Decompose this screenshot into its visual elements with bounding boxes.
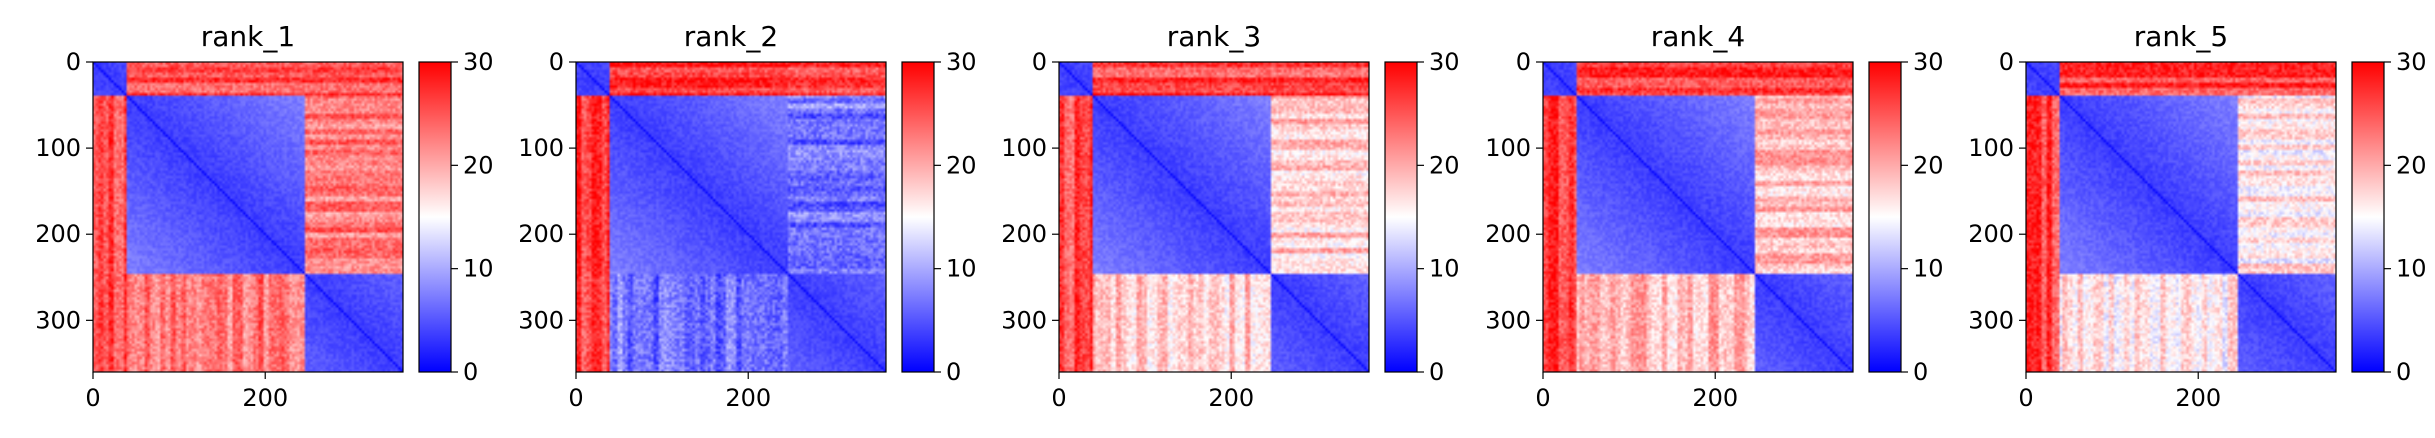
y-tick-label: 0	[66, 48, 81, 76]
colorbar-tick-label: 0	[1913, 358, 1928, 386]
y-tick-label: 200	[1485, 220, 1531, 248]
heatmap-matrix	[93, 62, 403, 372]
plot-frame	[2025, 61, 2337, 373]
colorbar-tick-label: 20	[946, 151, 977, 179]
heatmap-matrix	[1059, 62, 1369, 372]
colorbar	[2351, 61, 2385, 373]
colorbar-tick-label: 10	[463, 255, 494, 283]
x-tick-label: 0	[85, 384, 100, 412]
y-tick-label: 300	[1485, 306, 1531, 334]
y-tick-label: 100	[35, 134, 81, 162]
x-tick-label: 0	[1051, 384, 1066, 412]
panel-title: rank_3	[1167, 20, 1261, 53]
colorbar-tick-label: 10	[1913, 255, 1944, 283]
colorbar-tick-label: 30	[2396, 48, 2427, 76]
y-tick-label: 0	[1999, 48, 2014, 76]
y-tick-label: 100	[1001, 134, 1047, 162]
heatmap-panel-1: rank_1 0 100 200 300 0 200 0 10 20 30	[35, 20, 493, 412]
x-tick-label: 0	[568, 384, 583, 412]
plot-frame	[92, 61, 404, 373]
panel-title: rank_1	[201, 20, 295, 53]
x-tick-label: 200	[725, 384, 771, 412]
colorbar-tick-label: 0	[946, 358, 961, 386]
colorbar-tick-label: 0	[1429, 358, 1444, 386]
panel-title: rank_2	[684, 20, 778, 53]
y-tick-label: 200	[35, 220, 81, 248]
y-tick-label: 300	[35, 306, 81, 334]
y-tick-label: 300	[518, 306, 564, 334]
heatmap-panel-4: rank_4 0 100 200 300 0 200 0 10 20 30	[1485, 20, 1943, 412]
panel-title: rank_4	[1651, 20, 1745, 53]
y-tick-label: 200	[1001, 220, 1047, 248]
colorbar-tick-label: 30	[1913, 48, 1944, 76]
y-tick-label: 300	[1001, 306, 1047, 334]
x-tick-label: 200	[2175, 384, 2221, 412]
colorbar-tick-label: 20	[463, 151, 494, 179]
y-tick-label: 0	[1032, 48, 1047, 76]
colorbar-tick-label: 10	[1429, 255, 1460, 283]
colorbar	[1868, 61, 1902, 373]
y-tick-label: 100	[518, 134, 564, 162]
plot-frame	[1058, 61, 1370, 373]
x-tick-label: 0	[2018, 384, 2033, 412]
x-tick-label: 200	[1208, 384, 1254, 412]
y-tick-label: 100	[1485, 134, 1531, 162]
y-tick-label: 200	[1968, 220, 2014, 248]
x-tick-label: 200	[1692, 384, 1738, 412]
colorbar	[1384, 61, 1418, 373]
colorbar-tick-label: 10	[946, 255, 977, 283]
colorbar-tick-label: 10	[2396, 255, 2427, 283]
x-tick-label: 0	[1535, 384, 1550, 412]
colorbar-tick-label: 0	[463, 358, 478, 386]
heatmap-matrix	[1543, 62, 1853, 372]
colorbar	[901, 61, 935, 373]
plot-frame	[1542, 61, 1854, 373]
plot-frame	[575, 61, 887, 373]
heatmap-panel-3: rank_3 0 100 200 300 0 200 0 10 20 30	[1001, 20, 1459, 412]
heatmap-matrix	[576, 62, 886, 372]
y-tick-label: 200	[518, 220, 564, 248]
heatmap-panel-5: rank_5 0 100 200 300 0 200 0 10 20 30	[1968, 20, 2426, 412]
panel-title: rank_5	[2134, 20, 2228, 53]
colorbar	[418, 61, 452, 373]
y-tick-label: 0	[549, 48, 564, 76]
y-tick-label: 300	[1968, 306, 2014, 334]
colorbar-tick-label: 0	[2396, 358, 2411, 386]
y-tick-label: 0	[1516, 48, 1531, 76]
y-tick-label: 100	[1968, 134, 2014, 162]
colorbar-tick-label: 30	[1429, 48, 1460, 76]
colorbar-tick-label: 20	[1429, 151, 1460, 179]
colorbar-tick-label: 20	[1913, 151, 1944, 179]
heatmap-matrix	[2026, 62, 2336, 372]
heatmap-panel-2: rank_2 0 100 200 300 0 200 0 10 20 30	[518, 20, 976, 412]
x-tick-label: 200	[242, 384, 288, 412]
colorbar-tick-label: 20	[2396, 151, 2427, 179]
colorbar-tick-label: 30	[463, 48, 494, 76]
colorbar-tick-label: 30	[946, 48, 977, 76]
